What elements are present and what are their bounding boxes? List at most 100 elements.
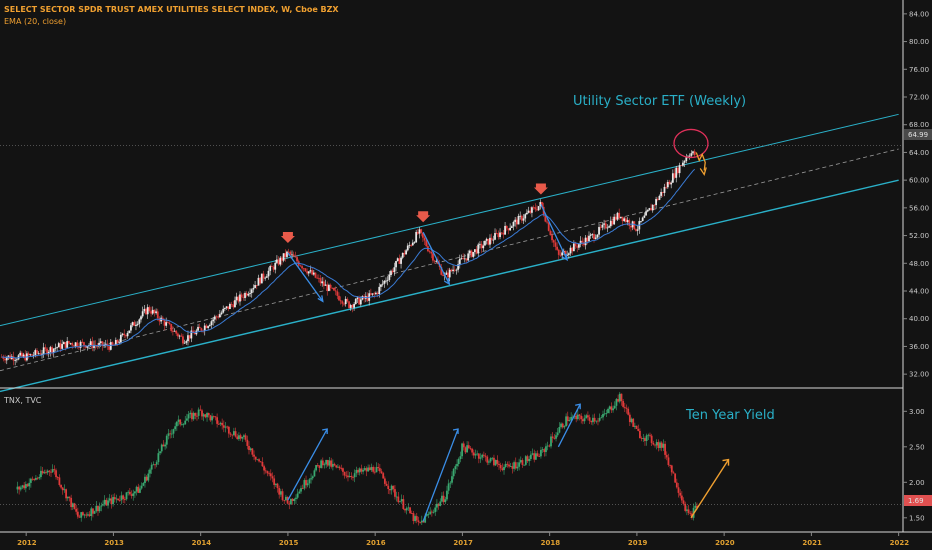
tnx-body bbox=[278, 488, 281, 495]
channel-upper bbox=[0, 113, 899, 327]
candle-body bbox=[123, 333, 126, 336]
tnx-body bbox=[234, 431, 237, 437]
candle-body bbox=[331, 287, 334, 289]
tnx-body bbox=[16, 486, 19, 490]
tnx-body bbox=[461, 443, 463, 457]
candle-body bbox=[12, 356, 15, 361]
price-axis-bottom[interactable]: 3.00 2.50 2.00 1.50 bbox=[903, 408, 925, 523]
candle-body bbox=[108, 346, 111, 350]
candle-body bbox=[59, 343, 62, 349]
candle-body bbox=[304, 268, 307, 272]
candle-body bbox=[62, 342, 65, 345]
tnx-body bbox=[199, 409, 202, 411]
candle-body bbox=[93, 344, 95, 348]
tnx-body bbox=[588, 417, 591, 421]
candle-body bbox=[232, 304, 235, 308]
candle-body bbox=[571, 247, 574, 252]
tnx-body bbox=[587, 415, 589, 418]
tnx-body bbox=[474, 454, 477, 456]
candle-body bbox=[588, 235, 590, 242]
candle-body bbox=[15, 359, 18, 361]
tnx-body bbox=[23, 485, 26, 489]
candle-body bbox=[81, 341, 84, 343]
tnx-body bbox=[608, 406, 611, 409]
tnx-body bbox=[21, 485, 24, 488]
candle-body bbox=[255, 285, 258, 286]
candle-body bbox=[138, 319, 141, 324]
tnx-body bbox=[337, 466, 339, 468]
candle-body bbox=[146, 307, 149, 315]
candle-body bbox=[182, 336, 184, 344]
tnx-body bbox=[175, 421, 178, 427]
tnx-body bbox=[526, 456, 529, 462]
candle-body bbox=[36, 350, 38, 354]
candle-body bbox=[551, 235, 553, 241]
candle-body bbox=[658, 195, 661, 200]
tnx-body bbox=[632, 418, 635, 427]
candle-body bbox=[660, 191, 663, 196]
candle-body bbox=[311, 270, 314, 275]
tnx-body bbox=[123, 499, 126, 500]
candle-body bbox=[215, 316, 218, 318]
tnx-body bbox=[533, 453, 536, 460]
tnx-body bbox=[117, 498, 120, 501]
down-marker bbox=[533, 183, 548, 195]
tnx-body bbox=[78, 516, 81, 518]
candle-body bbox=[79, 341, 82, 348]
candle-body bbox=[170, 324, 173, 331]
candle-body bbox=[292, 254, 295, 257]
tnx-body bbox=[412, 513, 415, 522]
tnx-body bbox=[647, 434, 650, 436]
candle-body bbox=[510, 226, 513, 228]
candle-body bbox=[390, 270, 392, 276]
tnx-body bbox=[147, 473, 150, 481]
tnx-body bbox=[555, 435, 557, 439]
tnx-body bbox=[226, 426, 229, 428]
tnx-body bbox=[335, 465, 338, 468]
candle-body bbox=[333, 288, 335, 291]
candle-body bbox=[312, 272, 315, 275]
candle-body bbox=[198, 326, 201, 329]
tnx-body bbox=[206, 413, 208, 418]
candle-body bbox=[54, 347, 57, 349]
candle-body bbox=[524, 214, 527, 219]
tnx-body bbox=[338, 466, 341, 469]
tnx-body bbox=[212, 416, 215, 418]
candle-body bbox=[430, 251, 433, 254]
candle-body bbox=[180, 335, 183, 337]
candle-body bbox=[653, 204, 656, 206]
tnx-body bbox=[514, 462, 517, 469]
candle-body bbox=[405, 250, 407, 255]
tnx-body bbox=[224, 426, 227, 428]
time-axis[interactable]: 2012 2013 2014 2015 2016 2017 2018 2019 2020 2021… bbox=[17, 532, 909, 547]
tnx-body bbox=[642, 438, 645, 439]
candle-body bbox=[479, 243, 481, 245]
candle-body bbox=[279, 257, 282, 265]
tnx-body bbox=[311, 476, 314, 479]
tnx-body bbox=[128, 491, 131, 495]
candle-body bbox=[227, 306, 230, 309]
tnx-body bbox=[179, 419, 182, 425]
tnx-body bbox=[469, 448, 472, 449]
candle-body bbox=[403, 252, 406, 255]
tnx-body bbox=[429, 511, 432, 514]
tnx-body bbox=[35, 477, 37, 480]
tnx-body bbox=[276, 483, 279, 489]
etf-annotation: Utility Sector ETF (Weekly) bbox=[573, 94, 746, 109]
tnx-body bbox=[355, 469, 358, 474]
candle-body bbox=[46, 348, 48, 355]
tnx-body bbox=[331, 463, 334, 467]
candle-body bbox=[314, 272, 317, 278]
tnx-body bbox=[566, 416, 569, 422]
candle-body bbox=[175, 330, 178, 334]
tnx-body bbox=[273, 478, 276, 485]
candle-body bbox=[205, 325, 208, 328]
tnx-body bbox=[659, 442, 661, 448]
swing-arrow bbox=[287, 252, 324, 302]
candle-body bbox=[178, 335, 181, 337]
price-axis-top[interactable]: 84.00 80.00 76.00 72.00 68.00 64.00 60.00 56.00… bbox=[903, 10, 929, 379]
tnx-body bbox=[437, 503, 440, 506]
tnx-body bbox=[238, 435, 240, 440]
tnx-body bbox=[283, 499, 286, 501]
tnx-body bbox=[187, 414, 190, 419]
